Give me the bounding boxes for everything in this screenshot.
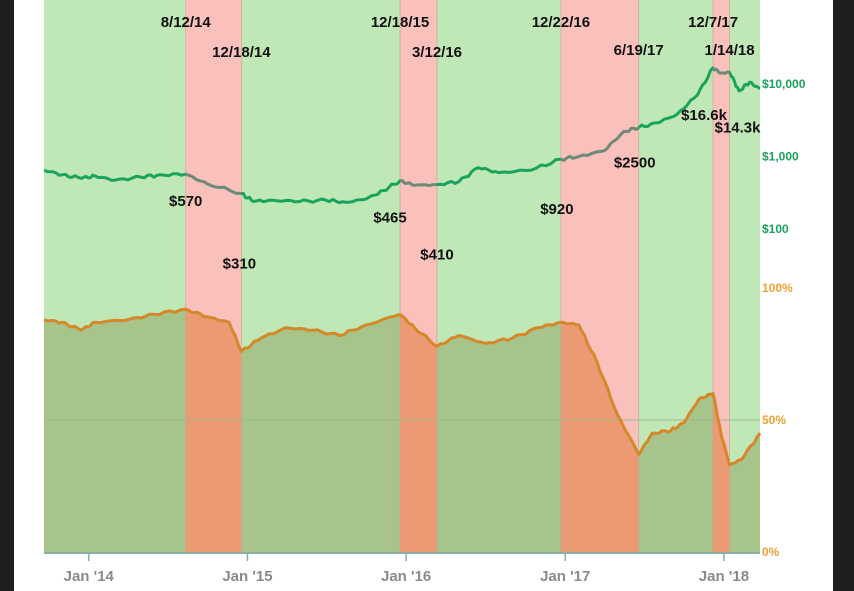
price-line-segment (638, 66, 714, 130)
sentiment-area-segment (638, 393, 714, 552)
price-tick-label: $10,000 (762, 77, 806, 91)
x-tick-label: Jan '17 (540, 568, 590, 585)
price-tick-label: $100 (762, 222, 789, 236)
x-tick-label: Jan '16 (381, 568, 431, 585)
price-annotation: $410 (420, 247, 453, 264)
price-tick-label: $1,000 (762, 149, 799, 163)
sentiment-area-segment (400, 314, 437, 552)
sentiment-area-segment (560, 322, 639, 552)
sentiment-area (44, 309, 760, 552)
price-annotation: $465 (373, 210, 406, 227)
date-annotation: 12/7/17 (688, 14, 738, 31)
price-annotation: $16.6k (681, 107, 728, 124)
date-annotation: 12/22/16 (532, 14, 590, 31)
left-frame-border (0, 0, 14, 591)
pct-tick-label: 50% (762, 413, 786, 427)
date-annotation: 8/12/14 (161, 14, 212, 31)
date-annotation: 12/18/14 (212, 44, 271, 61)
price-line-segment (400, 179, 437, 188)
axes: Jan '14 Jan '15 Jan '16 Jan '17 Jan '18 $100 $… (44, 77, 806, 585)
sentiment-area-segment (713, 393, 730, 552)
price-line-segment (44, 168, 186, 182)
price-annotation: $2500 (614, 155, 656, 172)
x-tick-label: Jan '15 (222, 568, 272, 585)
sentiment-area-segment (44, 309, 186, 552)
sentiment-area-segment (185, 309, 242, 552)
right-frame-border (833, 0, 854, 591)
price-annotation: $14.3k (715, 119, 762, 136)
date-annotation: 6/19/17 (614, 42, 664, 59)
x-tick-label: Jan '18 (699, 568, 749, 585)
date-annotation: 3/12/16 (412, 44, 462, 61)
price-annotation: $920 (540, 201, 573, 218)
date-annotation: 1/14/18 (705, 42, 755, 59)
price-annotation: $570 (169, 193, 202, 210)
pct-tick-label: 0% (762, 545, 780, 559)
pct-tick-label: 100% (762, 281, 793, 295)
series-lines (43, 66, 762, 467)
date-annotation: 12/18/15 (371, 14, 429, 31)
sentiment-area-segment (436, 322, 561, 552)
sentiment-area-segment (241, 314, 401, 552)
price-annotation: $310 (223, 255, 256, 272)
sentiment-line (43, 307, 762, 467)
x-tick-label: Jan '14 (64, 568, 115, 585)
